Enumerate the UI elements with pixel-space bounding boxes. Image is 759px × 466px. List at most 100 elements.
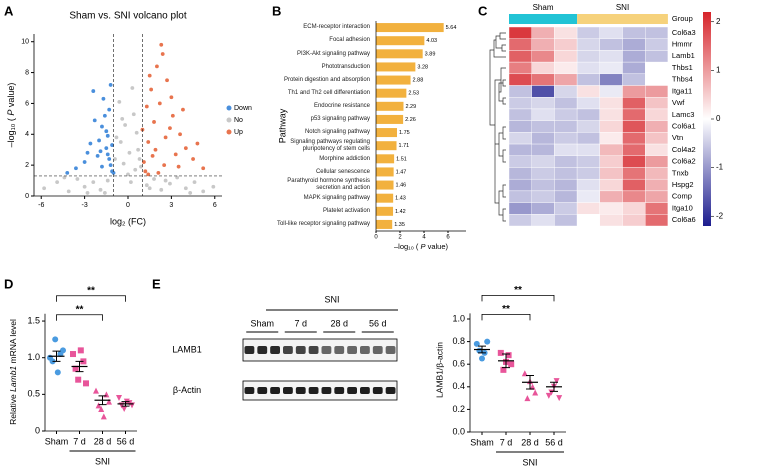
row-label: Hspg2: [672, 180, 694, 189]
cell: [645, 167, 669, 180]
cell: [508, 108, 532, 121]
point: [532, 389, 539, 396]
group-label: SNI: [522, 457, 537, 466]
cell: [508, 214, 532, 227]
lane-label: 56 d: [369, 318, 387, 328]
cell: [599, 202, 623, 215]
cell: [599, 132, 623, 145]
cell: [645, 108, 669, 121]
significance-bracket: [481, 294, 555, 302]
y-tick-label: Focal adhesion: [329, 37, 370, 44]
dendrogram: [489, 32, 506, 222]
row-label: Tnxb: [672, 168, 689, 177]
point: [83, 380, 89, 387]
cell: [554, 143, 578, 156]
point: [65, 170, 70, 175]
cell: [645, 85, 669, 98]
cell: [531, 155, 555, 168]
cell: [645, 132, 669, 145]
cell: [622, 178, 646, 192]
point: [165, 78, 169, 83]
bar: [376, 23, 444, 33]
y-tick-label: Platelet activation: [322, 208, 370, 214]
point: [508, 361, 515, 368]
cell: [531, 85, 555, 98]
x-tick-label: 28 d: [521, 437, 539, 447]
error-bar: [52, 350, 61, 362]
y-axis-label-part: P: [6, 110, 16, 116]
value-label: 5.64: [446, 25, 457, 31]
cell: [554, 73, 578, 86]
bar: [376, 141, 397, 151]
point: [104, 129, 109, 134]
point: [98, 187, 103, 192]
x-tick-label: 56 d: [117, 436, 135, 446]
chart-title: Sham vs. SNI volcano plot: [69, 11, 186, 22]
point: [553, 378, 560, 385]
y-axis-label-part: value): [6, 83, 16, 110]
value-label: 1.75: [399, 130, 410, 136]
cell: [508, 73, 532, 86]
point: [102, 113, 107, 118]
cell: [622, 214, 646, 227]
cell: [622, 190, 646, 203]
blot-band: [295, 387, 306, 394]
point: [168, 181, 172, 186]
cell: [531, 132, 555, 145]
x-tick-label: 6: [446, 235, 450, 241]
lane-label: 28 d: [330, 318, 348, 328]
cell: [508, 50, 532, 63]
point: [105, 178, 110, 183]
point: [500, 366, 507, 373]
legend-label: Up: [234, 129, 243, 136]
error-bar: [502, 353, 510, 369]
point: [176, 164, 181, 169]
y-axis-label-part: Relative: [8, 392, 18, 425]
group-bar: [509, 14, 578, 24]
point: [104, 146, 109, 151]
cell: [554, 85, 578, 98]
lane-label: 7 d: [294, 318, 307, 328]
value-label: 2.88: [413, 78, 424, 84]
bar: [376, 62, 416, 72]
point: [150, 153, 155, 158]
point: [95, 402, 102, 409]
point: [473, 340, 480, 347]
bar: [376, 49, 423, 59]
point: [60, 347, 66, 354]
x-axis-label: –log₁₀ ( P value): [394, 242, 449, 251]
cell: [622, 155, 646, 168]
legend-swatch: [226, 117, 232, 123]
y-tick-label: MAPK signaling pathway: [303, 194, 370, 201]
point: [183, 146, 188, 151]
cell: [622, 143, 646, 156]
cell: [599, 178, 623, 192]
cell: [508, 167, 532, 180]
point: [173, 152, 178, 157]
band-label: β-Actin: [173, 385, 201, 395]
point: [108, 163, 113, 168]
y-tick-label: 0.4: [452, 381, 465, 391]
colorbar-label: -2: [716, 211, 724, 220]
cell: [531, 38, 555, 51]
significance-bracket: [56, 314, 103, 321]
y-tick-label: Protein digestion and absorption: [283, 76, 370, 83]
point: [101, 96, 106, 101]
cell: [599, 97, 623, 110]
row-label: Col6a1: [672, 121, 696, 130]
blot-band: [308, 346, 319, 354]
cell: [576, 97, 600, 110]
cell: [622, 61, 646, 75]
blot-band: [385, 346, 396, 354]
y-tick-label: Morphine addiction: [319, 155, 370, 162]
cell: [531, 202, 555, 215]
cell: [508, 202, 532, 215]
cell: [508, 190, 532, 203]
y-tick-label: 2: [25, 162, 29, 169]
row-label: Thbs1: [672, 63, 693, 72]
point: [108, 83, 113, 87]
error-bar: [550, 381, 558, 392]
blot-band: [244, 346, 255, 354]
cell: [622, 50, 646, 63]
